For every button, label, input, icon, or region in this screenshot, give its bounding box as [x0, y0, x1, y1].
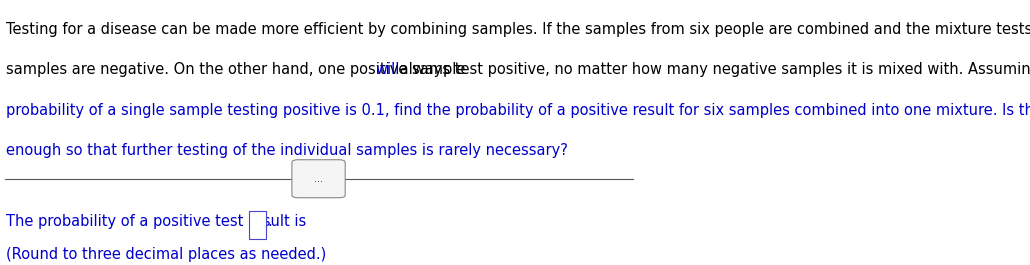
- Text: always test positive, no matter how many negative samples it is mixed with. Assu: always test positive, no matter how many…: [394, 62, 1030, 77]
- Text: ...: ...: [314, 174, 323, 184]
- Text: samples are negative. On the other hand, one positive sample: samples are negative. On the other hand,…: [6, 62, 471, 77]
- Text: (Round to three decimal places as needed.): (Round to three decimal places as needed…: [6, 247, 327, 262]
- FancyBboxPatch shape: [291, 160, 345, 198]
- Text: The probability of a positive test result is: The probability of a positive test resul…: [6, 214, 311, 229]
- Text: enough so that further testing of the individual samples is rarely necessary?: enough so that further testing of the in…: [6, 143, 569, 158]
- Text: will: will: [375, 62, 400, 77]
- FancyBboxPatch shape: [248, 211, 267, 239]
- Text: Testing for a disease can be made more efficient by combining samples. If the sa: Testing for a disease can be made more e…: [6, 22, 1030, 37]
- Text: probability of a single sample testing positive is 0.1, find the probability of : probability of a single sample testing p…: [6, 103, 1030, 118]
- Text: .: .: [268, 214, 273, 229]
